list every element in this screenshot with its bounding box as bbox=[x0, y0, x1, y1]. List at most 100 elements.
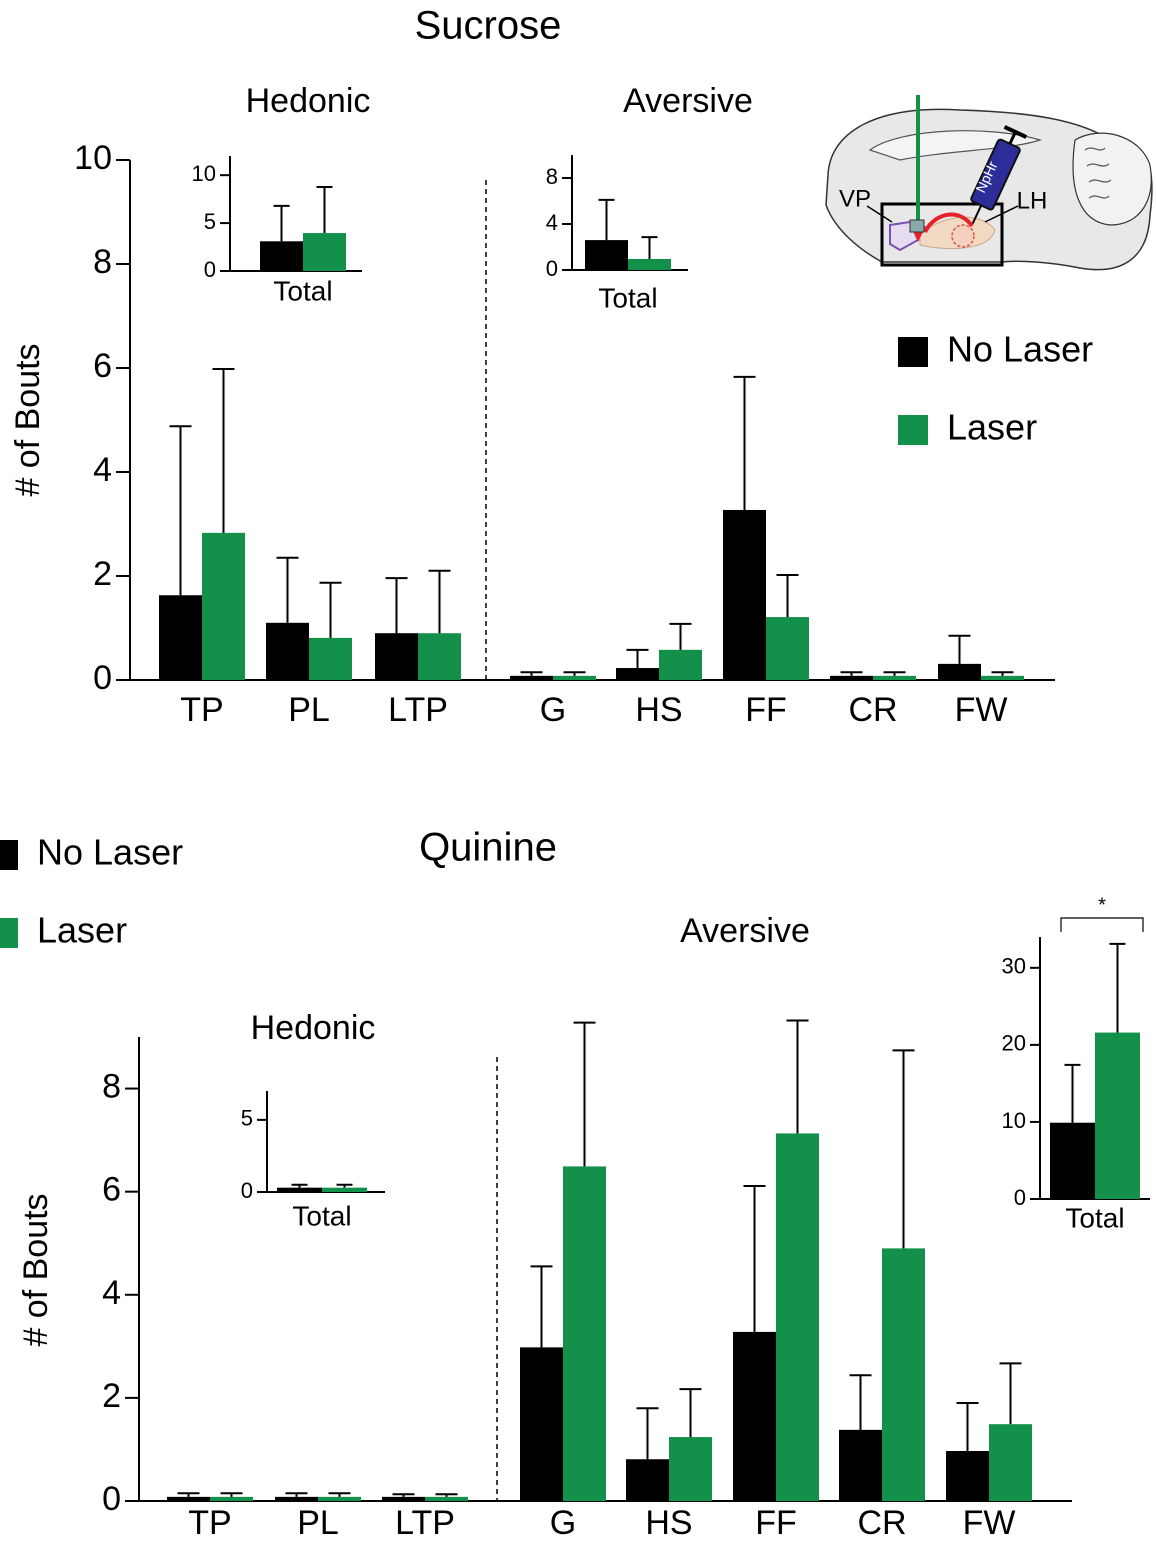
x-tick-label: Total bbox=[1065, 1202, 1124, 1233]
error-bar bbox=[273, 204, 290, 242]
bar bbox=[277, 1187, 322, 1192]
error-bar bbox=[276, 556, 299, 623]
bar bbox=[989, 1424, 1032, 1501]
bar bbox=[167, 1496, 210, 1501]
region-label: LH bbox=[1017, 187, 1048, 214]
bar bbox=[616, 668, 659, 680]
error-bar bbox=[428, 569, 451, 634]
error-bar bbox=[679, 1388, 702, 1438]
bar bbox=[626, 1459, 669, 1501]
x-tick-label: Total bbox=[598, 282, 657, 313]
bar bbox=[303, 233, 346, 271]
error-bar bbox=[336, 1183, 353, 1188]
error-bar bbox=[291, 1183, 308, 1188]
error-bar bbox=[563, 671, 586, 676]
y-tick-label: 2 bbox=[102, 1377, 121, 1415]
x-tick-label: Total bbox=[292, 1200, 351, 1231]
x-tick-label: TP bbox=[180, 691, 223, 729]
chart-title: Sucrose bbox=[415, 4, 562, 48]
group-label: Aversive bbox=[623, 82, 753, 120]
error-bar bbox=[641, 236, 658, 259]
x-tick-label: Total bbox=[273, 275, 332, 306]
y-tick-label: 0 bbox=[1014, 1185, 1026, 1210]
bar bbox=[159, 595, 202, 680]
bar bbox=[873, 675, 916, 680]
error-bar bbox=[328, 1492, 351, 1497]
y-tick-label: 0 bbox=[102, 1480, 121, 1518]
bar bbox=[946, 1450, 989, 1501]
error-bar bbox=[1109, 942, 1126, 1033]
y-tick-label: 30 bbox=[1002, 954, 1026, 979]
x-tick-label: FF bbox=[745, 691, 787, 729]
bar bbox=[520, 1347, 563, 1501]
bar bbox=[830, 675, 873, 680]
legend-label: Laser bbox=[37, 910, 127, 951]
error-bar bbox=[169, 425, 192, 596]
x-tick-label: LTP bbox=[388, 691, 448, 729]
bar bbox=[628, 258, 671, 270]
y-tick-label: 6 bbox=[93, 347, 112, 385]
significance-label: * bbox=[1098, 894, 1106, 916]
legend-swatch bbox=[898, 415, 928, 445]
group-label: Aversive bbox=[680, 912, 810, 950]
x-tick-label: HS bbox=[645, 1504, 692, 1542]
group-label: Hedonic bbox=[246, 82, 371, 120]
legend-swatch bbox=[0, 918, 18, 948]
error-bar bbox=[743, 1185, 766, 1332]
error-bar bbox=[285, 1492, 308, 1497]
bar bbox=[309, 637, 352, 680]
bar bbox=[839, 1429, 882, 1501]
x-tick-label: FW bbox=[963, 1504, 1016, 1542]
x-tick-label: TP bbox=[188, 1504, 231, 1542]
y-tick-label: 20 bbox=[1002, 1031, 1026, 1056]
y-tick-label: 10 bbox=[192, 161, 216, 186]
bar bbox=[425, 1496, 468, 1501]
bar bbox=[210, 1496, 253, 1501]
error-bar bbox=[1064, 1063, 1081, 1123]
error-bar bbox=[892, 1049, 915, 1249]
bar bbox=[1050, 1122, 1095, 1199]
error-bar bbox=[319, 581, 342, 638]
bar bbox=[275, 1496, 318, 1501]
legend-label: Laser bbox=[947, 407, 1037, 448]
error-bar bbox=[786, 1019, 809, 1134]
error-bar bbox=[220, 1492, 243, 1497]
error-bar bbox=[849, 1374, 872, 1430]
x-tick-label: PL bbox=[288, 691, 330, 729]
bar bbox=[669, 1437, 712, 1501]
bar bbox=[1095, 1032, 1140, 1199]
x-tick-label: G bbox=[550, 1504, 576, 1542]
bar bbox=[563, 1166, 606, 1501]
bar bbox=[418, 633, 461, 680]
bar bbox=[938, 663, 981, 680]
error-bar bbox=[392, 1493, 415, 1497]
error-bar bbox=[669, 622, 692, 650]
region-label: VP bbox=[839, 185, 871, 212]
error-bar bbox=[636, 1407, 659, 1460]
chart-title: Quinine bbox=[419, 826, 557, 870]
error-bar bbox=[530, 1265, 553, 1348]
bar bbox=[375, 633, 418, 680]
y-tick-label: 8 bbox=[102, 1068, 121, 1106]
error-bar bbox=[520, 671, 543, 676]
bar bbox=[202, 532, 245, 680]
y-tick-label: 0 bbox=[546, 256, 558, 281]
legend-label: No Laser bbox=[37, 832, 183, 873]
error-bar bbox=[598, 198, 615, 241]
y-tick-label: 2 bbox=[93, 555, 112, 593]
legend-label: No Laser bbox=[947, 329, 1093, 370]
y-tick-label: 8 bbox=[546, 164, 558, 189]
significance-bracket bbox=[1060, 917, 1144, 932]
bar bbox=[766, 617, 809, 680]
error-bar bbox=[177, 1492, 200, 1497]
error-bar bbox=[212, 368, 235, 533]
x-tick-label: CR bbox=[848, 691, 897, 729]
y-axis-label: # of Bouts bbox=[9, 343, 47, 496]
bar bbox=[510, 675, 553, 680]
error-bar bbox=[626, 648, 649, 669]
error-bar bbox=[991, 671, 1014, 676]
x-tick-label: FF bbox=[755, 1504, 797, 1542]
bar bbox=[733, 1331, 776, 1501]
legend-swatch bbox=[0, 840, 18, 870]
error-bar bbox=[840, 671, 863, 676]
